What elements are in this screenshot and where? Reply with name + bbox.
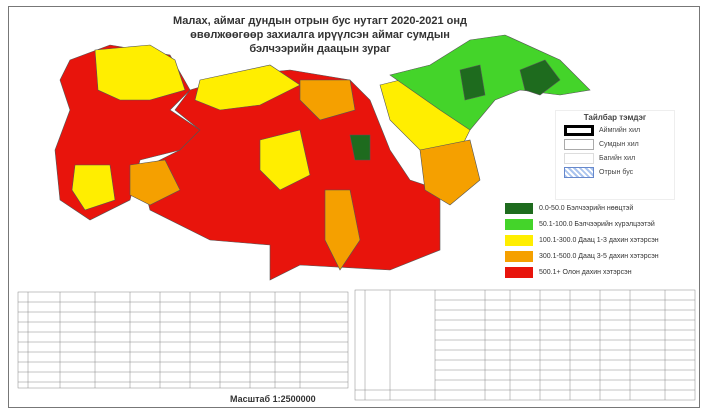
region-yellow-mid xyxy=(259,129,311,191)
legend-item: Сумдын хил xyxy=(564,139,674,150)
title-line: бэлчээрийн даацын зураг xyxy=(249,43,391,55)
class-label: 0.0-50.0 Бэлчээрийн нөөцтэй xyxy=(539,204,634,212)
legend-box: Тайлбар тэмдэг Аймгийн хил Сумдын хил Ба… xyxy=(555,110,675,200)
region-darkgreen-1 xyxy=(519,59,561,96)
region-center-yellow xyxy=(194,64,301,111)
region-darkgreen-3 xyxy=(459,64,486,101)
color-swatch xyxy=(505,234,533,246)
class-item: 0.0-50.0 Бэлчээрийн нөөцтэй xyxy=(505,200,659,216)
region-orange-1 xyxy=(299,79,356,121)
class-legend: 0.0-50.0 Бэлчээрийн нөөцтэй 50.1-100.0 Б… xyxy=(505,200,659,280)
bag-border-swatch xyxy=(564,153,594,164)
table-right xyxy=(354,289,696,401)
class-item: 500.1+ Олон дахин хэтэрсэн xyxy=(505,264,659,280)
title-line: өвөлжөөгөөр захиалга ирүүлсэн аймаг сумд… xyxy=(190,29,450,41)
class-item: 100.1-300.0 Даац 1-3 дахин хэтэрсэн xyxy=(505,232,659,248)
class-label: 100.1-300.0 Даац 1-3 дахин хэтэрсэн xyxy=(539,236,659,244)
sum-border-swatch xyxy=(564,139,594,150)
map-frame xyxy=(8,6,700,408)
region-orange-2 xyxy=(129,159,181,206)
map-title: Малах, аймаг дундын отрын бус нутагт 202… xyxy=(130,14,510,56)
aimag-border-swatch xyxy=(564,125,594,136)
class-item: 50.1-100.0 Бэлчээрийн хүрэлцээтэй xyxy=(505,216,659,232)
title-line: Малах, аймаг дундын отрын бус нутагт 202… xyxy=(172,15,468,27)
class-item: 300.1-500.0 Даац 3-5 дахин хэтэрсэн xyxy=(505,248,659,264)
legend-label: Багийн хил xyxy=(599,155,636,162)
legend-item: Багийн хил xyxy=(564,153,674,164)
legend-label: Аймгийн хил xyxy=(599,127,641,134)
map-scale: Масштаб 1:2500000 xyxy=(230,394,316,404)
color-swatch xyxy=(505,250,533,262)
region-orange-s xyxy=(324,189,361,271)
class-label: 50.1-100.0 Бэлчээрийн хүрэлцээтэй xyxy=(539,220,655,228)
region-yellow-w xyxy=(71,164,116,211)
region-east-orange xyxy=(419,139,481,206)
legend-item: Аймгийн хил xyxy=(564,125,674,136)
legend-heading: Тайлбар тэмдэг xyxy=(583,113,647,122)
class-label: 300.1-500.0 Даац 3-5 дахин хэтэрсэн xyxy=(539,252,659,260)
legend-item: Отрын бус xyxy=(564,167,674,178)
color-swatch xyxy=(505,202,533,214)
legend-label: Сумдын хил xyxy=(599,141,639,148)
color-swatch xyxy=(505,266,533,278)
region-northwest xyxy=(94,44,186,101)
table-left xyxy=(17,291,349,389)
hatched-swatch xyxy=(564,167,594,178)
class-label: 500.1+ Олон дахин хэтэрсэн xyxy=(539,268,632,276)
region-darkgreen-2 xyxy=(349,134,371,161)
region-green-ne xyxy=(389,34,591,131)
legend-label: Отрын бус xyxy=(599,169,634,176)
color-swatch xyxy=(505,218,533,230)
